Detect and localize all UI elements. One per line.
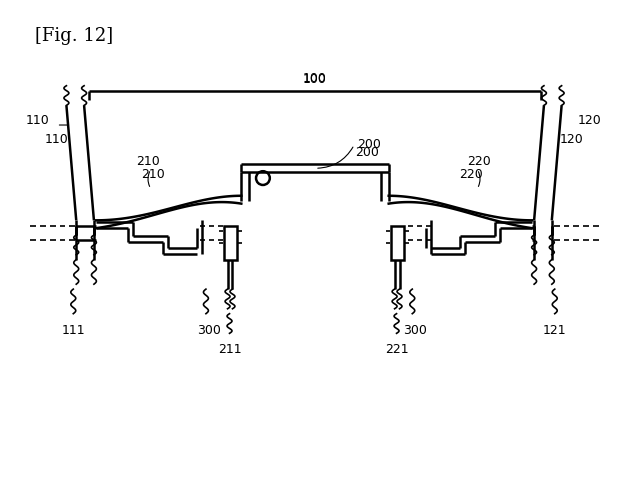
Text: 211: 211 — [218, 343, 241, 356]
Text: 111: 111 — [62, 324, 85, 337]
Text: 210: 210 — [141, 168, 165, 181]
Text: 300: 300 — [197, 324, 221, 337]
Text: 210: 210 — [136, 155, 160, 168]
Text: 300: 300 — [403, 324, 427, 337]
Text: 220: 220 — [467, 155, 491, 168]
Text: 221: 221 — [385, 343, 408, 356]
Text: 200: 200 — [355, 146, 379, 159]
Text: 110: 110 — [26, 114, 50, 127]
Text: 110: 110 — [45, 133, 69, 146]
Bar — [391, 226, 404, 260]
Text: 220: 220 — [459, 168, 483, 181]
Text: 100: 100 — [303, 72, 327, 85]
Text: [Fig. 12]: [Fig. 12] — [35, 27, 113, 45]
Text: 100: 100 — [303, 73, 327, 86]
Text: 121: 121 — [543, 324, 566, 337]
Text: 200: 200 — [357, 138, 381, 151]
Text: 120: 120 — [559, 133, 583, 146]
Bar — [224, 226, 238, 260]
Text: 120: 120 — [577, 114, 601, 127]
